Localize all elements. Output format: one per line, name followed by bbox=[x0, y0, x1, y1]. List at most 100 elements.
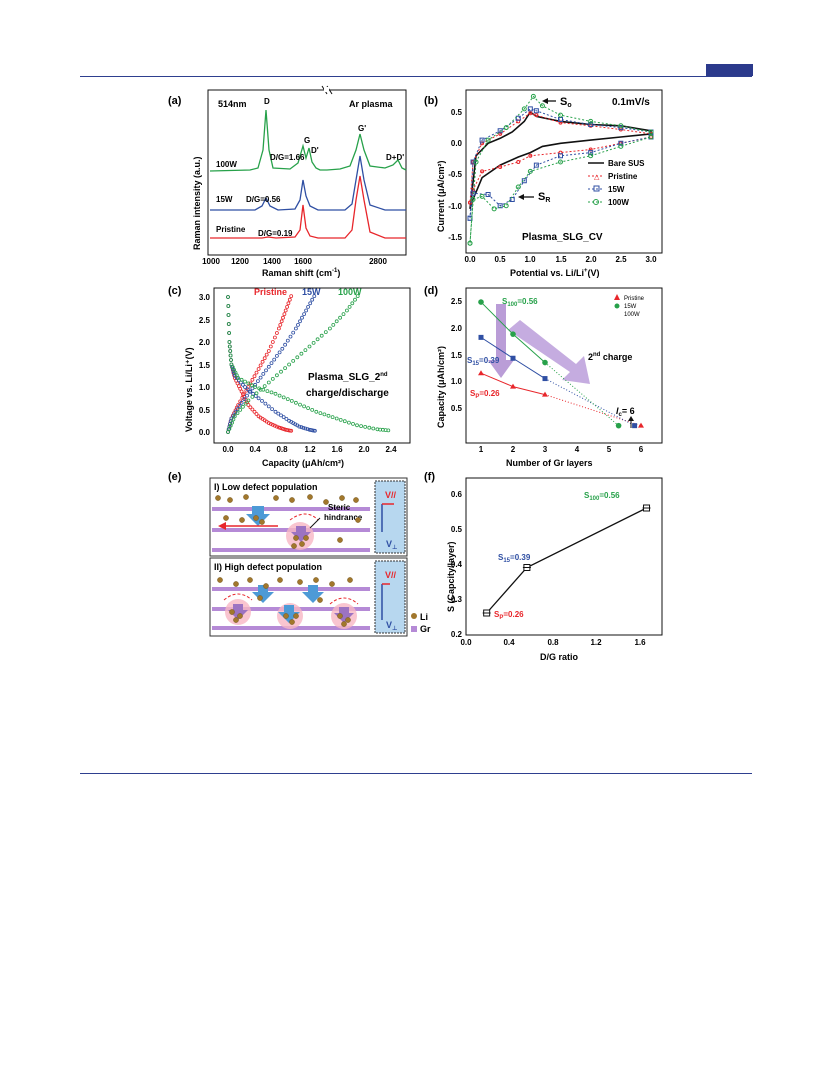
x-tick: 2.4 bbox=[385, 445, 397, 454]
gcd-point-15w bbox=[312, 294, 317, 299]
li-atom bbox=[289, 497, 295, 503]
li-atom bbox=[259, 519, 265, 525]
dg-15w: D/G=0.56 bbox=[246, 195, 281, 204]
gcd-point-100w bbox=[269, 390, 274, 395]
legend: Pristine 15W 100W bbox=[614, 294, 645, 318]
x-tick: 3 bbox=[543, 445, 548, 454]
gcd-point-100w bbox=[239, 377, 244, 382]
label-s15: S15=0.39 bbox=[498, 553, 531, 564]
gcd-point-15w bbox=[251, 391, 256, 396]
y-tick: 0.6 bbox=[451, 490, 463, 499]
charge-label: 2nd charge bbox=[588, 352, 632, 362]
gcd-point-100w bbox=[265, 389, 270, 394]
sr-label: SR bbox=[538, 191, 550, 204]
gcd-point-100w bbox=[243, 401, 248, 406]
gcd-point-pristine bbox=[283, 308, 288, 313]
gcd-point-100w bbox=[299, 351, 304, 356]
y-tick: 0.0 bbox=[451, 139, 463, 148]
peak-dprime: D' bbox=[311, 146, 319, 155]
gcd-point-pristine bbox=[250, 407, 255, 412]
gcd-point-100w bbox=[226, 313, 231, 317]
capacity-point bbox=[638, 422, 644, 428]
li-atom bbox=[339, 495, 345, 501]
spectrum-100w bbox=[209, 109, 407, 172]
gcd-point-15w bbox=[299, 425, 304, 430]
legend-marker bbox=[593, 199, 599, 205]
li-legend: Li bbox=[420, 612, 428, 622]
gcd-point-100w bbox=[250, 394, 255, 399]
gcd-point-100w bbox=[231, 417, 236, 422]
gcd-point-15w bbox=[269, 361, 274, 366]
v-perp: V⊥ bbox=[386, 620, 398, 632]
gcd-point-100w bbox=[283, 366, 288, 371]
x-tick: 0.5 bbox=[494, 255, 506, 264]
gcd-point-100w bbox=[227, 426, 232, 431]
capacity-point bbox=[510, 331, 516, 337]
gcd-point-100w bbox=[350, 301, 355, 306]
cv-point bbox=[648, 129, 654, 135]
gcd-point-15w bbox=[266, 364, 271, 369]
y-tick: -1.5 bbox=[448, 233, 462, 242]
x-axis-label: D/G ratio bbox=[540, 652, 579, 662]
gcd-point-100w bbox=[274, 373, 279, 378]
li-atom bbox=[323, 499, 329, 505]
gcd-point-15w bbox=[239, 400, 244, 405]
gcd-point-100w bbox=[327, 326, 332, 331]
cv-point bbox=[485, 137, 491, 143]
x-ticks: 1 2 3 4 5 6 bbox=[479, 445, 644, 454]
gcd-point-100w bbox=[226, 295, 230, 299]
graphene-layer bbox=[212, 548, 370, 552]
cv-point bbox=[491, 206, 497, 212]
gcd-point-100w bbox=[315, 337, 320, 342]
gcd-point-100w bbox=[363, 424, 368, 429]
gcd-point-100w bbox=[289, 398, 294, 403]
gcd-point-100w bbox=[302, 404, 307, 409]
cv-point bbox=[528, 153, 533, 158]
gcd-point-100w bbox=[307, 344, 312, 349]
li-atom bbox=[273, 495, 279, 501]
cv-point bbox=[618, 143, 624, 149]
li-atoms-bottom bbox=[217, 577, 353, 627]
cv-point bbox=[533, 162, 539, 168]
li-atom bbox=[233, 617, 239, 623]
cv-point bbox=[558, 112, 563, 118]
gcd-point-pristine bbox=[285, 304, 290, 309]
panel-b: (b) 0.5 0.0 -0.5 -1.0 -1.5 0.0 0.5 1.0 1… bbox=[424, 89, 663, 278]
gcd-point-100w bbox=[298, 402, 302, 407]
x-ticks: 0.0 0.4 0.8 1.2 1.6 2.0 2.4 bbox=[222, 445, 397, 454]
gcd-point-100w bbox=[293, 400, 298, 405]
cv-point bbox=[588, 153, 594, 159]
li-atom bbox=[353, 497, 359, 503]
cv-point bbox=[485, 192, 491, 197]
gcd-point-100w bbox=[246, 398, 251, 403]
gcd-point-100w bbox=[273, 391, 278, 396]
gcd-point-15w bbox=[308, 301, 313, 306]
gcd-point-pristine bbox=[252, 409, 257, 414]
gcd-point-100w bbox=[285, 397, 290, 402]
gcd-point-pristine bbox=[289, 428, 294, 433]
gcd-point-100w bbox=[334, 416, 339, 421]
gcd-point-100w bbox=[227, 331, 232, 335]
gcd-point-15w bbox=[260, 398, 264, 403]
gcd-point-100w bbox=[232, 414, 237, 419]
y-tick: 0.5 bbox=[451, 108, 463, 117]
gcd-point-15w bbox=[273, 409, 278, 414]
dg-pristine: D/G=0.19 bbox=[258, 229, 293, 238]
slope-15w: S15=0.39 bbox=[467, 356, 500, 367]
gcd-point-15w bbox=[301, 425, 306, 430]
x-tick: 1.0 bbox=[524, 255, 536, 264]
cv-point bbox=[470, 197, 476, 202]
gcd-point-15w bbox=[312, 428, 317, 433]
gcd-point-100w bbox=[238, 407, 243, 412]
series-label-pristine: Pristine bbox=[254, 287, 287, 297]
axis-break bbox=[321, 85, 333, 95]
s-vs-dg bbox=[482, 504, 651, 617]
x-ticks: 0.0 0.4 0.8 1.2 1.6 bbox=[460, 638, 646, 647]
x-ticks: 1000 1200 1400 1600 2800 bbox=[202, 257, 387, 266]
gcd-point-100w bbox=[279, 369, 283, 374]
li-atom bbox=[237, 613, 243, 619]
gcd-point-100w bbox=[326, 413, 331, 418]
cv-point bbox=[618, 123, 624, 129]
steric-pointer bbox=[309, 517, 321, 529]
